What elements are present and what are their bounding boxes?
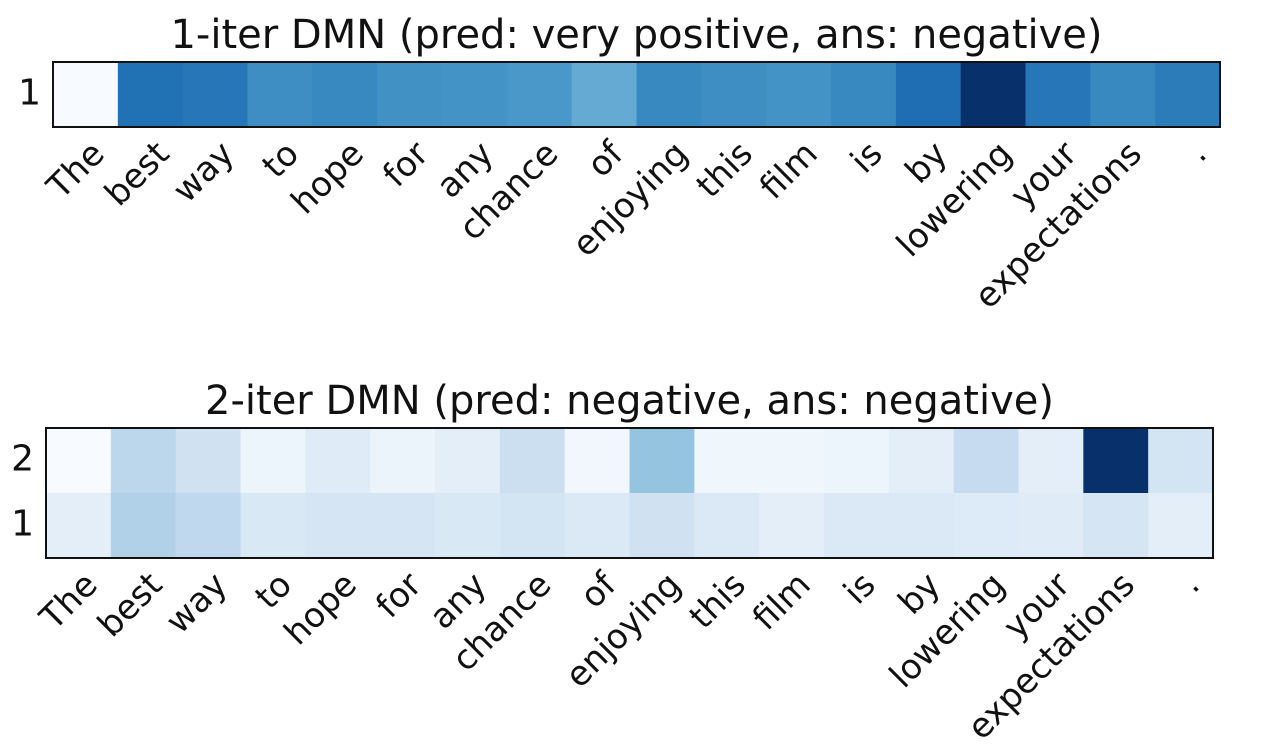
heatmap-cell	[571, 62, 637, 128]
x-tick-label: The	[39, 134, 113, 208]
heatmap-cell	[953, 428, 1019, 494]
x-tick-label: .	[1172, 565, 1208, 601]
y-tick-label: 1	[11, 504, 34, 545]
heatmap-cell	[766, 62, 832, 128]
heatmap-cell	[824, 493, 890, 559]
heatmap-cell	[442, 62, 508, 128]
heatmap-cell	[370, 428, 436, 494]
heatmap-cell	[305, 428, 371, 494]
x-tick-label: best	[97, 134, 177, 214]
x-tick-label: .	[1179, 134, 1215, 170]
heatmap-cell	[110, 428, 177, 494]
heatmap-cell	[629, 493, 695, 559]
x-tick-label: hope	[277, 565, 365, 653]
heatmap-cell	[1090, 62, 1156, 128]
x-tick-label: this	[689, 134, 761, 206]
heatmap-cell	[110, 493, 177, 559]
heatmap-cell	[499, 428, 566, 494]
heatmap-border	[45, 427, 1214, 559]
heatmap-cell	[240, 493, 306, 559]
heatmap-cell	[499, 493, 566, 559]
heatmap-cell	[1018, 493, 1084, 559]
heatmap-cell	[182, 62, 248, 128]
x-tick-label: film	[752, 134, 826, 208]
heatmap-cell	[435, 493, 501, 559]
x-tick-label: is	[843, 134, 890, 181]
y-tick-label: 2	[11, 439, 34, 480]
x-tick-label: for	[375, 134, 436, 195]
x-tick-label: is	[836, 565, 883, 612]
heatmap-cell	[1025, 62, 1091, 128]
heatmap-cell	[1018, 428, 1084, 494]
heatmap-cell	[1083, 493, 1149, 559]
heatmap-cell	[888, 493, 955, 559]
heatmap-cell	[564, 493, 630, 559]
heatmap-cell	[564, 428, 630, 494]
heatmap-cell	[312, 62, 378, 128]
heatmap-cell	[377, 62, 443, 128]
x-tick-label: for	[368, 565, 429, 626]
heatmap-cell	[370, 493, 436, 559]
y-tick-label: 1	[18, 73, 41, 114]
x-tick-label: The	[32, 565, 106, 639]
x-tick-label: hope	[284, 134, 372, 222]
heatmap-cell	[701, 62, 767, 128]
chart-title: 1-iter DMN (pred: very positive, ans: ne…	[170, 12, 1102, 58]
heatmap-cell	[46, 493, 112, 559]
heatmap-cell	[175, 428, 241, 494]
heatmap-cell	[636, 62, 702, 128]
heatmap-cell	[759, 428, 825, 494]
heatmap-cell	[831, 62, 897, 128]
heatmap-cell	[824, 428, 890, 494]
x-tick-label: way	[165, 134, 242, 211]
heatmap-cell	[1148, 493, 1214, 559]
x-tick-label: film	[745, 565, 819, 639]
heatmap-cell	[435, 428, 501, 494]
heatmap-cell	[694, 428, 760, 494]
heatmap-cell	[46, 428, 112, 494]
heatmap-cell	[895, 62, 962, 128]
heatmap-cell	[305, 493, 371, 559]
heatmap-cell	[629, 428, 695, 494]
heatmap-cell	[694, 493, 760, 559]
heatmap-cell	[759, 493, 825, 559]
heatmap-cell	[960, 62, 1026, 128]
heatmap-cell	[506, 62, 573, 128]
heatmap-border	[52, 61, 1221, 128]
heatmap-cell	[888, 428, 955, 494]
x-tick-label: best	[90, 565, 170, 645]
heatmap-cell	[1148, 428, 1214, 494]
x-tick-label: way	[158, 565, 235, 642]
heatmap-cell	[53, 62, 119, 128]
heatmap-cell	[1155, 62, 1221, 128]
heatmap-cell	[953, 493, 1019, 559]
heatmap-cell	[175, 493, 241, 559]
heatmap-cell	[240, 428, 306, 494]
heatmap-cell	[247, 62, 313, 128]
x-tick-label: this	[682, 565, 754, 637]
heatmap-cell	[1083, 428, 1149, 494]
chart-title: 2-iter DMN (pred: negative, ans: negativ…	[205, 378, 1054, 424]
heatmap-cell	[117, 62, 184, 128]
